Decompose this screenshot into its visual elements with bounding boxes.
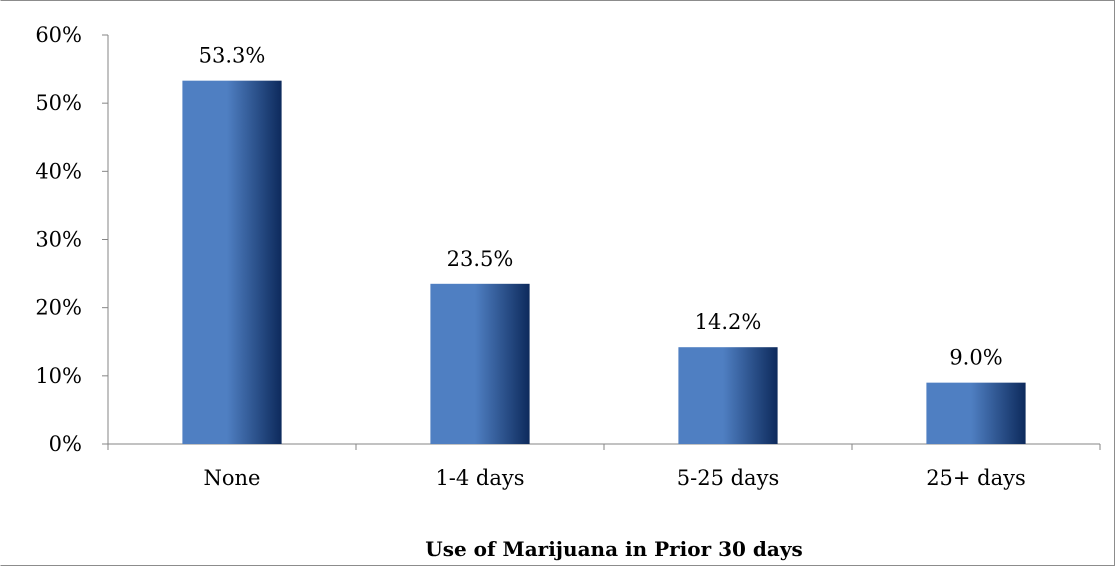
x-axis: None 1-4 days 5-25 days 25+ days <box>107 443 1101 490</box>
y-tick-label: 10% <box>35 364 82 388</box>
y-tick-label: 40% <box>35 159 82 183</box>
bar <box>678 347 778 444</box>
x-category-label: None <box>204 466 261 490</box>
bar-value-label: 23.5% <box>447 247 514 271</box>
bars <box>182 80 1026 445</box>
y-axis: 0% 10% 20% 30% 40% 50% 60% <box>35 23 109 456</box>
x-category-label: 1-4 days <box>435 466 524 490</box>
x-category-label: 5-25 days <box>677 466 779 490</box>
bar <box>182 80 282 445</box>
bar <box>926 382 1026 444</box>
y-tick-label: 0% <box>49 432 82 456</box>
x-category-label: 25+ days <box>926 466 1026 490</box>
bar-value-label: 53.3% <box>199 44 266 68</box>
data-labels: 53.3% 23.5% 14.2% 9.0% <box>199 44 1003 370</box>
bar <box>430 283 530 444</box>
x-axis-title: Use of Marijuana in Prior 30 days <box>425 537 802 561</box>
y-tick-label: 30% <box>35 228 82 252</box>
bar-value-label: 9.0% <box>949 346 1002 370</box>
y-tick-label: 60% <box>35 23 82 47</box>
y-tick-label: 20% <box>35 296 82 320</box>
y-tick-label: 50% <box>35 91 82 115</box>
bar-value-label: 14.2% <box>695 310 762 334</box>
